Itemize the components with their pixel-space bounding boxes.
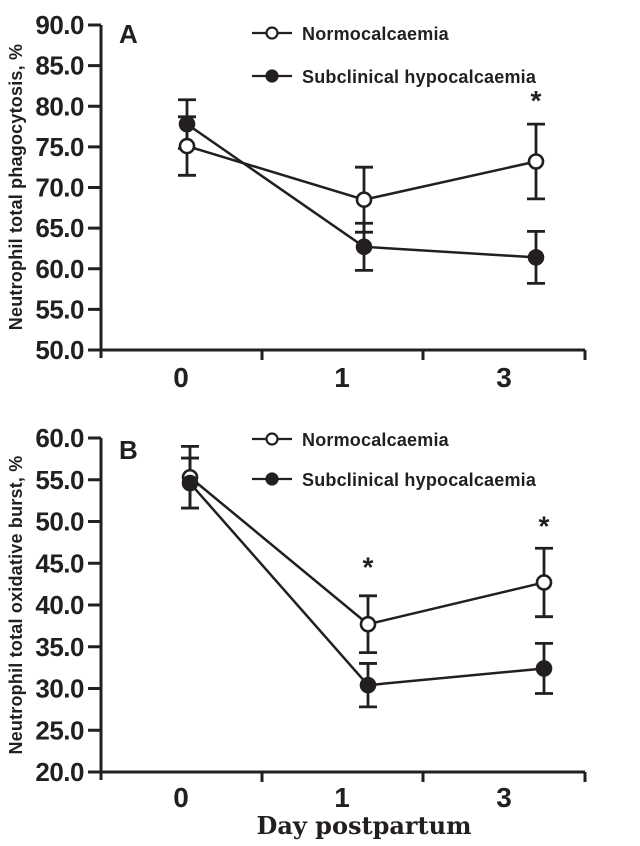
data-point-open-circle (527, 153, 545, 170)
y-tick-label: 90.0 (35, 10, 84, 40)
x-axis-title: Day postpartum (257, 811, 472, 840)
y-tick-label: 50.0 (35, 335, 84, 365)
x-tick-label: 1 (334, 782, 350, 813)
series-line (189, 482, 545, 687)
legend-filled-circle-icon (265, 69, 279, 83)
y-tick-label: 25.0 (35, 715, 84, 745)
significance-asterisk: * (539, 511, 550, 542)
data-point-filled-circle (359, 676, 377, 694)
y-axis-title: Neutrophil total oxidative burst, % (6, 455, 26, 754)
y-tick-label: 65.0 (35, 213, 84, 243)
legend-label: Normocalcaemia (302, 24, 450, 44)
legend-open-circle-icon (265, 26, 279, 40)
y-tick-label: 55.0 (35, 294, 84, 324)
data-point-filled-circle (527, 249, 545, 266)
data-point-filled-circle (355, 238, 373, 256)
y-tick-label: 35.0 (35, 632, 84, 662)
y-tick-label: 85.0 (35, 51, 84, 81)
data-point-open-circle (355, 191, 373, 208)
y-tick-label: 45.0 (35, 548, 84, 578)
panel-letter: A (119, 19, 138, 49)
x-tick-label: 0 (173, 362, 189, 393)
legend-filled-circle-icon (265, 472, 279, 486)
y-tick-label: 60.0 (35, 423, 84, 453)
data-point-filled-circle (181, 474, 199, 492)
y-tick-label: 60.0 (35, 254, 84, 284)
data-point-filled-circle (535, 660, 553, 677)
x-tick-label: 0 (173, 782, 189, 813)
data-point-open-circle (359, 615, 377, 633)
y-tick-label: 30.0 (35, 674, 84, 704)
y-tick-label: 75.0 (35, 132, 84, 162)
y-tick-label: 20.0 (35, 757, 84, 787)
y-tick-label: 55.0 (35, 465, 84, 495)
y-tick-label: 40.0 (35, 590, 84, 620)
y-tick-label: 50.0 (35, 507, 84, 537)
series-line (186, 144, 537, 201)
data-point-open-circle (535, 574, 553, 591)
panel-letter: B (119, 435, 138, 465)
data-point-open-circle (178, 137, 196, 155)
x-tick-label: 1 (334, 362, 350, 393)
data-point-filled-circle (178, 115, 196, 133)
y-axis-title: Neutrophil total phagocytosis, % (6, 44, 26, 330)
legend-open-circle-icon (265, 432, 279, 446)
panel-b-oxidative-burst-chart: 60.0 55.0 50.0 45.0 40.0 35.0 30.0 25.0 20.0 0 1 3 B… (6, 423, 587, 840)
legend-label: Subclinical hypocalcaemia (302, 67, 537, 87)
y-tick-label: 80.0 (35, 91, 84, 121)
panel-a-phagocytosis-chart: 90.0 85.0 80.0 75.0 70.0 65.0 60.0 55.0 50.0 0 1 3 A… (6, 10, 587, 393)
y-tick-label: 70.0 (35, 173, 84, 203)
x-tick-label: 3 (496, 362, 512, 393)
significance-asterisk: * (363, 552, 374, 583)
x-tick-label: 3 (496, 782, 512, 813)
legend-label: Subclinical hypocalcaemia (302, 470, 537, 490)
series-line (186, 123, 537, 259)
legend-label: Normocalcaemia (302, 430, 450, 450)
significance-asterisk: * (531, 85, 542, 116)
